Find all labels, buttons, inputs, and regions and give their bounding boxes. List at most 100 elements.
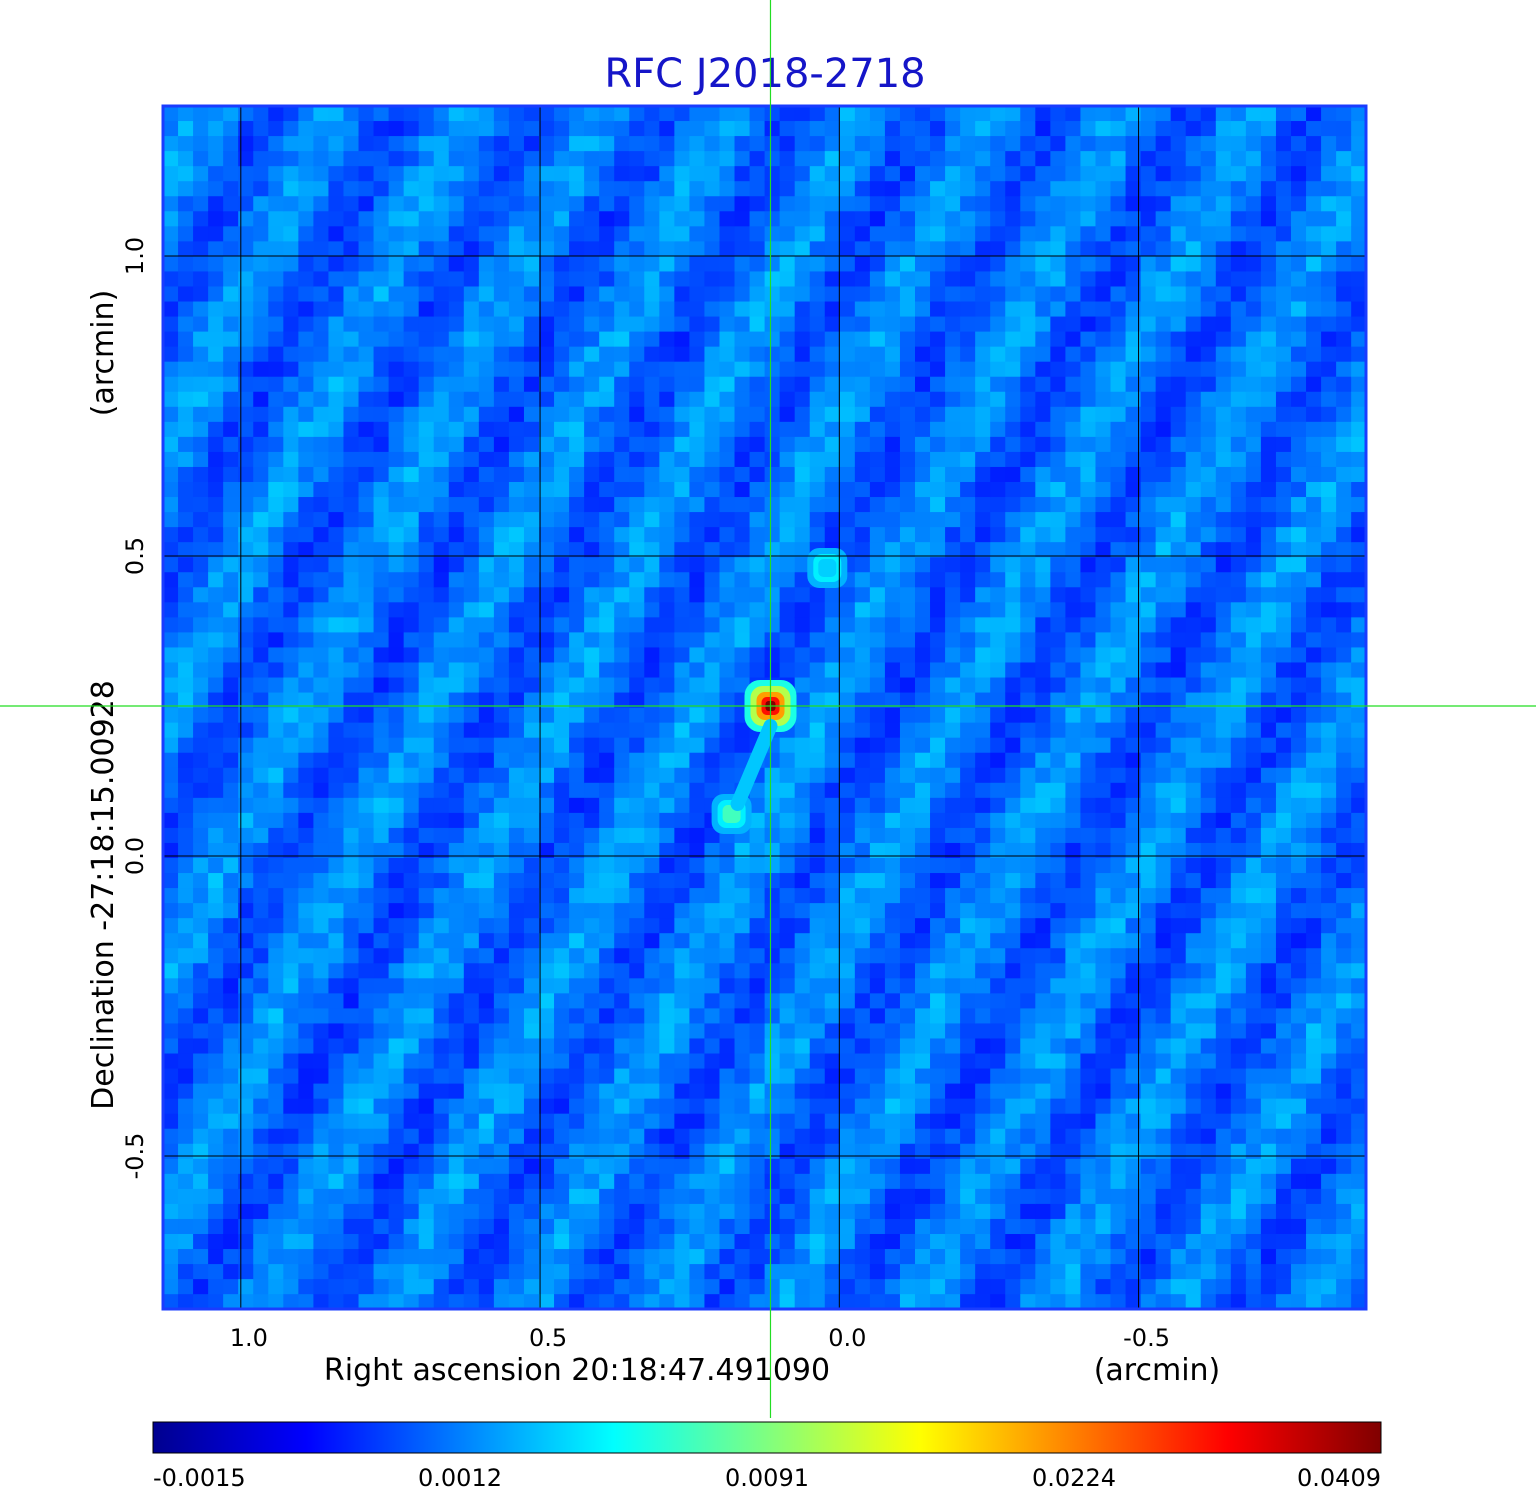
noise-cell <box>884 978 901 994</box>
noise-cell <box>433 662 450 679</box>
noise-cell <box>208 256 224 273</box>
noise-cell <box>569 677 585 694</box>
noise-cell <box>674 1053 690 1070</box>
noise-cell <box>223 933 239 949</box>
noise-cell <box>283 1113 299 1130</box>
noise-cell <box>975 707 991 724</box>
noise-cell <box>839 331 856 348</box>
noise-cell <box>629 918 645 934</box>
noise-cell <box>869 406 886 423</box>
noise-cell <box>223 602 239 618</box>
noise-cell <box>659 858 675 874</box>
noise-cell <box>629 497 645 513</box>
noise-cell <box>674 512 690 528</box>
noise-cell <box>899 602 916 618</box>
noise-cell <box>163 617 179 633</box>
noise-cell <box>493 106 510 122</box>
noise-cell <box>990 436 1006 453</box>
noise-cell <box>193 136 209 152</box>
noise-cell <box>313 1098 330 1115</box>
noise-cell <box>764 346 781 363</box>
noise-cell <box>193 737 209 754</box>
noise-cell <box>523 196 540 212</box>
noise-cell <box>794 1023 811 1040</box>
noise-cell <box>749 436 766 453</box>
noise-cell <box>945 1143 961 1160</box>
noise-cell <box>1050 211 1066 227</box>
noise-cell <box>779 166 796 182</box>
noise-cell <box>915 436 931 453</box>
noise-cell <box>719 211 736 227</box>
noise-cell <box>298 376 314 393</box>
noise-cell <box>283 557 299 573</box>
noise-cell <box>915 707 931 724</box>
noise-cell <box>734 1113 751 1130</box>
noise-cell <box>448 346 465 363</box>
noise-cell <box>719 677 736 694</box>
noise-cell <box>508 1128 525 1145</box>
noise-cell <box>960 482 976 498</box>
noise-cell <box>1065 918 1082 934</box>
noise-cell <box>1005 1279 1021 1295</box>
noise-cell <box>584 1264 600 1280</box>
noise-cell <box>584 542 600 558</box>
noise-cell <box>433 1053 450 1070</box>
noise-cell <box>178 196 194 212</box>
noise-cell <box>478 1218 495 1235</box>
noise-cell <box>1020 722 1036 739</box>
noise-cell <box>163 782 179 799</box>
noise-cell <box>1020 1053 1036 1070</box>
noise-cell <box>493 903 510 919</box>
noise-cell <box>223 1053 239 1070</box>
noise-cell <box>373 1249 390 1265</box>
noise-cell <box>899 451 916 468</box>
noise-cell <box>313 331 330 348</box>
noise-cell <box>915 722 931 739</box>
noise-cell <box>178 1279 194 1295</box>
noise-cell <box>388 602 405 618</box>
noise-cell <box>824 136 841 152</box>
noise-cell <box>493 1098 510 1115</box>
noise-cell <box>193 572 209 588</box>
noise-cell <box>704 933 721 949</box>
noise-cell <box>915 1068 931 1085</box>
noise-cell <box>960 722 976 739</box>
noise-cell <box>584 1038 600 1055</box>
noise-cell <box>1050 1053 1066 1070</box>
noise-cell <box>854 888 871 904</box>
noise-cell <box>599 797 615 814</box>
noise-cell <box>839 1264 856 1280</box>
noise-cell <box>779 271 796 288</box>
noise-cell <box>749 466 766 483</box>
noise-cell <box>1005 737 1021 754</box>
noise-cell <box>223 767 239 784</box>
noise-cell <box>764 767 781 784</box>
noise-cell <box>163 707 179 724</box>
noise-cell <box>629 1234 645 1250</box>
noise-cell <box>463 873 480 889</box>
noise-cell <box>749 451 766 468</box>
noise-cell <box>1065 1113 1082 1130</box>
noise-cell <box>418 1203 435 1220</box>
noise-cell <box>779 1098 796 1115</box>
noise-cell <box>614 466 630 483</box>
noise-cell <box>523 722 540 739</box>
noise-cell <box>824 797 841 814</box>
noise-cell <box>990 1188 1006 1205</box>
noise-cell <box>960 933 976 949</box>
noise-cell <box>614 421 630 438</box>
noise-cell <box>313 271 330 288</box>
noise-cell <box>253 376 269 393</box>
noise-cell <box>313 918 330 934</box>
noise-cell <box>1080 948 1097 964</box>
noise-cell <box>689 1023 706 1040</box>
noise-cell <box>915 466 931 483</box>
noise-cell <box>1050 842 1066 859</box>
noise-cell <box>208 151 224 167</box>
noise-cell <box>884 903 901 919</box>
noise-cell <box>689 1053 706 1070</box>
noise-cell <box>839 1068 856 1085</box>
noise-cell <box>899 121 916 137</box>
noise-cell <box>253 858 269 874</box>
noise-cell <box>358 587 375 603</box>
